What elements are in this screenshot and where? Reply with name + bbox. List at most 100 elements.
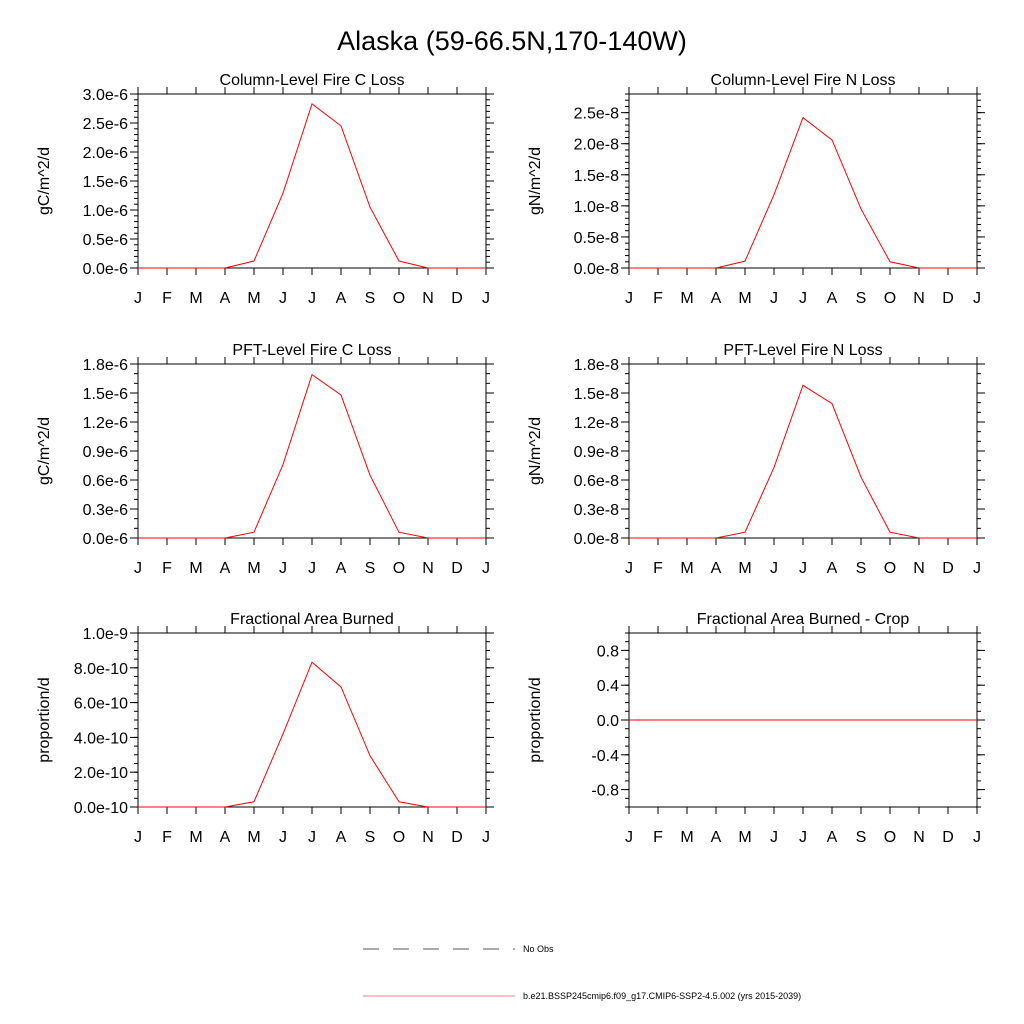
x-tick-label: M — [189, 829, 202, 846]
x-tick-label: J — [279, 290, 287, 307]
x-tick-label: J — [973, 290, 981, 307]
x-tick-label: D — [451, 290, 463, 307]
x-tick-label: J — [973, 560, 981, 577]
x-tick-label: S — [856, 560, 867, 577]
panel-title: Column-Level Fire N Loss — [711, 72, 896, 89]
y-tick-label: -0.8 — [591, 783, 619, 800]
y-tick-label: 0.0e-6 — [83, 261, 128, 278]
y-tick-label: 1.8e-6 — [83, 357, 128, 374]
x-tick-label: D — [451, 829, 463, 846]
x-tick-label: J — [799, 560, 807, 577]
x-tick-label: M — [247, 290, 260, 307]
y-tick-label: 1.5e-8 — [574, 386, 619, 403]
y-axis-label: gN/m^2/d — [527, 417, 544, 485]
x-tick-label: A — [827, 290, 838, 307]
y-tick-label: 0.3e-8 — [574, 502, 619, 519]
x-tick-label: M — [680, 560, 693, 577]
x-tick-label: F — [162, 290, 172, 307]
y-tick-label: 0.0 — [597, 713, 619, 730]
x-tick-label: J — [770, 290, 778, 307]
series-line — [138, 103, 486, 269]
legend: No Obs b.e21.BSSP245cmip6.f09_g17.CMIP6-… — [363, 944, 801, 1001]
x-tick-label: J — [134, 560, 142, 577]
x-tick-label: M — [247, 829, 260, 846]
y-tick-label: 0.0e-10 — [74, 800, 128, 817]
x-tick-label: A — [711, 560, 722, 577]
y-tick-label: 0.6e-8 — [574, 473, 619, 490]
x-tick-label: D — [451, 560, 463, 577]
y-tick-label: 8.0e-10 — [74, 661, 128, 678]
x-tick-label: M — [738, 290, 751, 307]
y-tick-label: 1.5e-8 — [574, 168, 619, 185]
y-tick-label: 3.0e-6 — [83, 87, 128, 104]
y-tick-label: 0.3e-6 — [83, 502, 128, 519]
x-tick-label: A — [336, 560, 347, 577]
y-tick-label: 0.0e-8 — [574, 261, 619, 278]
x-tick-label: J — [625, 829, 633, 846]
y-tick-label: 0.0e-6 — [83, 531, 128, 548]
plot-frame — [628, 363, 978, 539]
y-tick-label: 1.5e-6 — [83, 386, 128, 403]
x-tick-label: D — [942, 560, 954, 577]
y-tick-label: 2.0e-6 — [83, 145, 128, 162]
x-tick-label: N — [913, 560, 925, 577]
x-tick-label: O — [393, 290, 405, 307]
series-line — [629, 116, 977, 269]
x-tick-label: J — [308, 560, 316, 577]
y-tick-label: 2.0e-8 — [574, 137, 619, 154]
y-tick-label: 0.5e-6 — [83, 232, 128, 249]
x-tick-label: J — [625, 560, 633, 577]
y-tick-label: 0.8 — [597, 643, 619, 660]
y-axis-label: proportion/d — [527, 677, 544, 762]
x-tick-label: O — [393, 560, 405, 577]
x-tick-label: J — [799, 290, 807, 307]
y-tick-label: 0.0e-8 — [574, 531, 619, 548]
y-tick-label: 2.5e-6 — [83, 116, 128, 133]
x-tick-label: J — [134, 290, 142, 307]
y-tick-label: 0.5e-8 — [574, 230, 619, 247]
y-tick-label: 1.2e-6 — [83, 415, 128, 432]
x-tick-label: F — [653, 829, 663, 846]
plot-frame — [137, 363, 487, 539]
x-tick-label: A — [711, 290, 722, 307]
x-tick-label: A — [220, 560, 231, 577]
y-tick-label: 0.4 — [597, 678, 619, 695]
x-tick-label: N — [422, 829, 434, 846]
legend-label-model: b.e21.BSSP245cmip6.f09_g17.CMIP6-SSP2-4.… — [523, 991, 801, 1001]
panel-title: PFT-Level Fire C Loss — [232, 342, 391, 359]
x-tick-label: S — [365, 829, 376, 846]
y-axis-label: gC/m^2/d — [36, 147, 53, 215]
x-tick-label: N — [422, 290, 434, 307]
y-tick-label: 4.0e-10 — [74, 730, 128, 747]
x-tick-label: N — [913, 829, 925, 846]
x-tick-label: D — [942, 829, 954, 846]
panel-6: Fractional Area Burned - Crop proportion/… — [527, 611, 985, 846]
series-line — [138, 373, 486, 539]
y-tick-label: 6.0e-10 — [74, 696, 128, 713]
panel-title: Column-Level Fire C Loss — [220, 72, 405, 89]
x-tick-label: M — [680, 290, 693, 307]
y-tick-label: 0.9e-6 — [83, 444, 128, 461]
x-tick-label: A — [220, 829, 231, 846]
y-axis-label: proportion/d — [36, 677, 53, 762]
y-tick-label: 1.8e-8 — [574, 357, 619, 374]
legend-label-no-obs: No Obs — [523, 944, 554, 954]
x-tick-label: A — [336, 829, 347, 846]
x-tick-label: N — [913, 290, 925, 307]
y-tick-label: 1.2e-8 — [574, 415, 619, 432]
x-tick-label: A — [827, 829, 838, 846]
x-tick-label: F — [653, 290, 663, 307]
y-tick-label: 1.0e-9 — [83, 626, 128, 643]
x-tick-label: F — [162, 560, 172, 577]
x-tick-label: S — [856, 290, 867, 307]
x-tick-label: S — [365, 560, 376, 577]
x-tick-label: A — [336, 290, 347, 307]
x-tick-label: O — [393, 829, 405, 846]
y-tick-label: 1.0e-6 — [83, 203, 128, 220]
